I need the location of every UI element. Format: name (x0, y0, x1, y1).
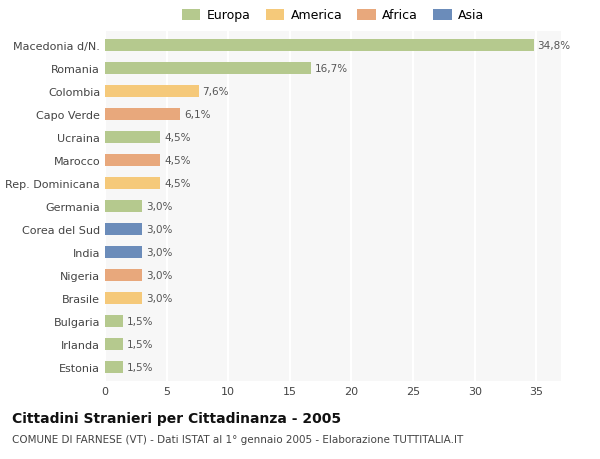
Text: 4,5%: 4,5% (164, 179, 191, 189)
Bar (105, 39, 534, 52)
Bar (105, 246, 142, 259)
Text: Cittadini Stranieri per Cittadinanza - 2005: Cittadini Stranieri per Cittadinanza - 2… (12, 411, 341, 425)
Text: 1,5%: 1,5% (127, 362, 154, 372)
Bar (105, 62, 311, 75)
Text: 3,0%: 3,0% (146, 247, 172, 257)
Bar (105, 85, 199, 98)
Text: 1,5%: 1,5% (127, 339, 154, 349)
Bar (105, 269, 142, 282)
Bar (105, 177, 160, 190)
Bar (105, 292, 142, 305)
Text: 3,0%: 3,0% (146, 202, 172, 212)
Text: 7,6%: 7,6% (202, 87, 229, 97)
Text: 4,5%: 4,5% (164, 133, 191, 143)
Text: 6,1%: 6,1% (184, 110, 211, 120)
Bar (105, 361, 124, 374)
Text: 1,5%: 1,5% (127, 316, 154, 326)
Bar (105, 154, 160, 167)
Text: 4,5%: 4,5% (164, 156, 191, 166)
Bar (105, 338, 124, 351)
Text: 3,0%: 3,0% (146, 293, 172, 303)
Text: COMUNE DI FARNESE (VT) - Dati ISTAT al 1° gennaio 2005 - Elaborazione TUTTITALIA: COMUNE DI FARNESE (VT) - Dati ISTAT al 1… (12, 434, 463, 444)
Text: 16,7%: 16,7% (314, 64, 347, 74)
Text: 3,0%: 3,0% (146, 224, 172, 235)
Legend: Europa, America, Africa, Asia: Europa, America, Africa, Asia (182, 10, 484, 22)
Text: 3,0%: 3,0% (146, 270, 172, 280)
Bar (105, 131, 160, 144)
Bar (105, 108, 180, 121)
Bar (105, 315, 124, 328)
Bar (105, 223, 142, 236)
Text: 34,8%: 34,8% (538, 41, 571, 51)
Bar (105, 200, 142, 213)
